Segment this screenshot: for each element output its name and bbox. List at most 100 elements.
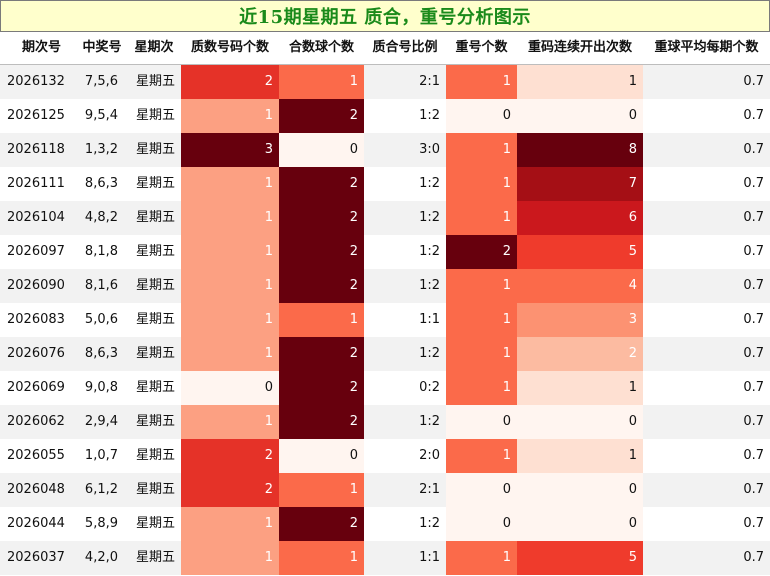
composite-count-cell: 1 (279, 65, 364, 99)
composite-count-cell: 1 (279, 303, 364, 337)
numbers-cell: 8,6,3 (84, 346, 118, 361)
consecutive-repeat-cell: 8 (517, 133, 643, 167)
avg-repeat-cell: 0.7 (743, 414, 764, 429)
weekday-cell: 星期五 (135, 346, 175, 361)
header-composite-count: 合数球个数 (288, 40, 354, 55)
consecutive-repeat-cell: 5 (517, 235, 643, 269)
composite-count-cell: 1 (279, 473, 364, 507)
composite-count-cell: 2 (279, 167, 364, 201)
composite-count-cell: 1 (279, 541, 364, 575)
consecutive-repeat-cell: 0 (517, 405, 643, 439)
weekday-cell: 星期五 (135, 278, 175, 293)
consecutive-repeat-cell: 6 (517, 201, 643, 235)
numbers-cell: 4,8,2 (84, 210, 118, 225)
composite-count-cell: 2 (279, 337, 364, 371)
issue-cell: 2026090 (7, 278, 65, 293)
ratio-cell: 3:0 (419, 142, 440, 157)
ratio-cell: 0:2 (419, 380, 440, 395)
consecutive-repeat-cell: 0 (517, 99, 643, 133)
prime-count-cell: 1 (181, 99, 279, 133)
table-row: 2026125 9,5,4 星期五 1 2 1:2 0 0 0.7 (0, 99, 770, 133)
composite-count-cell: 2 (279, 201, 364, 235)
numbers-cell: 7,5,6 (84, 74, 118, 89)
consecutive-repeat-cell: 0 (517, 473, 643, 507)
consecutive-repeat-cell: 4 (517, 269, 643, 303)
prime-count-cell: 0 (181, 371, 279, 405)
table-row: 2026132 7,5,6 星期五 2 1 2:1 1 1 0.7 (0, 65, 770, 99)
table-row: 2026044 5,8,9 星期五 1 2 1:2 0 0 0.7 (0, 507, 770, 541)
issue-cell: 2026048 (7, 482, 65, 497)
weekday-cell: 星期五 (135, 210, 175, 225)
numbers-cell: 8,6,3 (84, 176, 118, 191)
repeat-count-cell: 1 (446, 541, 517, 575)
repeat-count-cell: 0 (446, 507, 517, 541)
numbers-cell: 9,0,8 (84, 380, 118, 395)
table-row: 2026069 9,0,8 星期五 0 2 0:2 1 1 0.7 (0, 371, 770, 405)
consecutive-repeat-cell: 1 (517, 371, 643, 405)
table-row: 2026048 6,1,2 星期五 2 1 2:1 0 0 0.7 (0, 473, 770, 507)
repeat-count-cell: 1 (446, 439, 517, 473)
repeat-count-cell: 0 (446, 99, 517, 133)
ratio-cell: 1:2 (419, 108, 440, 123)
composite-count-cell: 2 (279, 507, 364, 541)
page-title: 近15期星期五 质合，重号分析图示 (239, 7, 531, 28)
avg-repeat-cell: 0.7 (743, 108, 764, 123)
header-numbers: 中奖号 (82, 40, 122, 55)
avg-repeat-cell: 0.7 (743, 550, 764, 565)
ratio-cell: 1:2 (419, 176, 440, 191)
issue-cell: 2026118 (7, 142, 65, 157)
weekday-cell: 星期五 (135, 108, 175, 123)
weekday-cell: 星期五 (135, 380, 175, 395)
numbers-cell: 5,8,9 (84, 516, 118, 531)
ratio-cell: 1:2 (419, 210, 440, 225)
table-row: 2026104 4,8,2 星期五 1 2 1:2 1 6 0.7 (0, 201, 770, 235)
prime-count-cell: 2 (181, 65, 279, 99)
header-prime-count: 质数号码个数 (190, 40, 269, 55)
avg-repeat-cell: 0.7 (743, 278, 764, 293)
numbers-cell: 8,1,8 (84, 244, 118, 259)
issue-cell: 2026125 (7, 108, 65, 123)
repeat-count-cell: 1 (446, 65, 517, 99)
table-row: 2026111 8,6,3 星期五 1 2 1:2 1 7 0.7 (0, 167, 770, 201)
consecutive-repeat-cell: 1 (517, 65, 643, 99)
composite-count-cell: 2 (279, 99, 364, 133)
title-bar: 近15期星期五 质合，重号分析图示 (0, 0, 770, 32)
weekday-cell: 星期五 (135, 74, 175, 89)
repeat-count-cell: 2 (446, 235, 517, 269)
ratio-cell: 1:2 (419, 244, 440, 259)
header-consecutive-repeat: 重码连续开出次数 (527, 40, 632, 55)
weekday-cell: 星期五 (135, 550, 175, 565)
table-row: 2026076 8,6,3 星期五 1 2 1:2 1 2 0.7 (0, 337, 770, 371)
issue-cell: 2026104 (7, 210, 65, 225)
issue-cell: 2026111 (7, 176, 65, 191)
ratio-cell: 1:1 (419, 312, 440, 327)
ratio-cell: 1:2 (419, 346, 440, 361)
numbers-cell: 5,0,6 (84, 312, 118, 327)
prime-count-cell: 1 (181, 405, 279, 439)
weekday-cell: 星期五 (135, 244, 175, 259)
avg-repeat-cell: 0.7 (743, 380, 764, 395)
numbers-cell: 2,9,4 (84, 414, 118, 429)
prime-count-cell: 1 (181, 167, 279, 201)
repeat-count-cell: 1 (446, 201, 517, 235)
table-header: 期次号 中奖号 星期次 质数号码个数 合数球个数 质合号比例 重号个数 重码连续… (0, 32, 770, 65)
header-repeat-count: 重号个数 (455, 40, 508, 55)
table-row: 2026097 8,1,8 星期五 1 2 1:2 2 5 0.7 (0, 235, 770, 269)
issue-cell: 2026044 (7, 516, 65, 531)
numbers-cell: 1,3,2 (84, 142, 118, 157)
ratio-cell: 1:2 (419, 414, 440, 429)
avg-repeat-cell: 0.7 (743, 176, 764, 191)
repeat-count-cell: 1 (446, 303, 517, 337)
composite-count-cell: 2 (279, 405, 364, 439)
ratio-cell: 2:0 (419, 448, 440, 463)
table-row: 2026055 1,0,7 星期五 2 0 2:0 1 1 0.7 (0, 439, 770, 473)
repeat-count-cell: 1 (446, 133, 517, 167)
issue-cell: 2026069 (7, 380, 65, 395)
issue-cell: 2026062 (7, 414, 65, 429)
ratio-cell: 2:1 (419, 74, 440, 89)
prime-count-cell: 1 (181, 201, 279, 235)
prime-count-cell: 2 (181, 439, 279, 473)
issue-cell: 2026132 (7, 74, 65, 89)
issue-cell: 2026037 (7, 550, 65, 565)
table-row: 2026083 5,0,6 星期五 1 1 1:1 1 3 0.7 (0, 303, 770, 337)
